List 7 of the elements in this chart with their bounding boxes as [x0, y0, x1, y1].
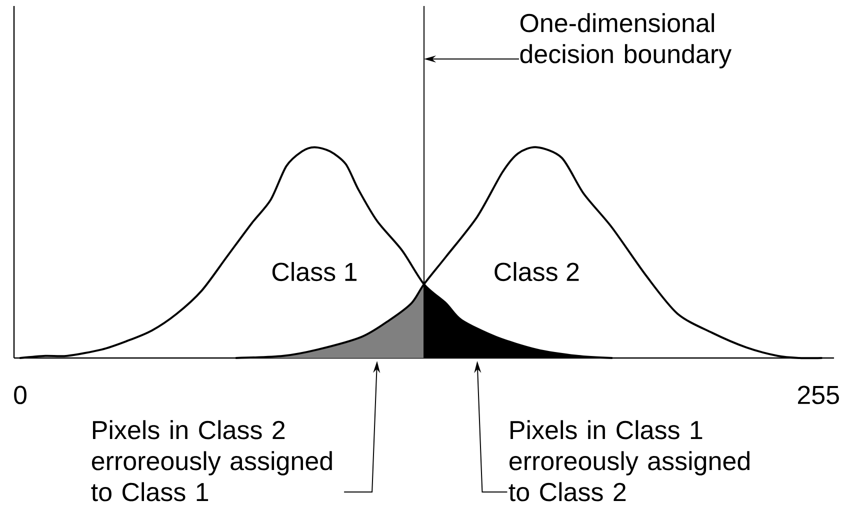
x-tick-label: 0 — [14, 386, 26, 404]
series-label: Class 2 — [494, 262, 579, 282]
ref-line-label: One-dimensional decision boundary — [520, 13, 732, 68]
annotation: Pixels in Class 2 erroreously assigned to Class 1 — [91, 420, 332, 502]
annotation: Pixels in Class 1 erroreously assigned to Class 2 — [508, 420, 750, 502]
x-tick-label: 255 — [798, 386, 839, 404]
series-label: Class 1 — [272, 262, 357, 282]
